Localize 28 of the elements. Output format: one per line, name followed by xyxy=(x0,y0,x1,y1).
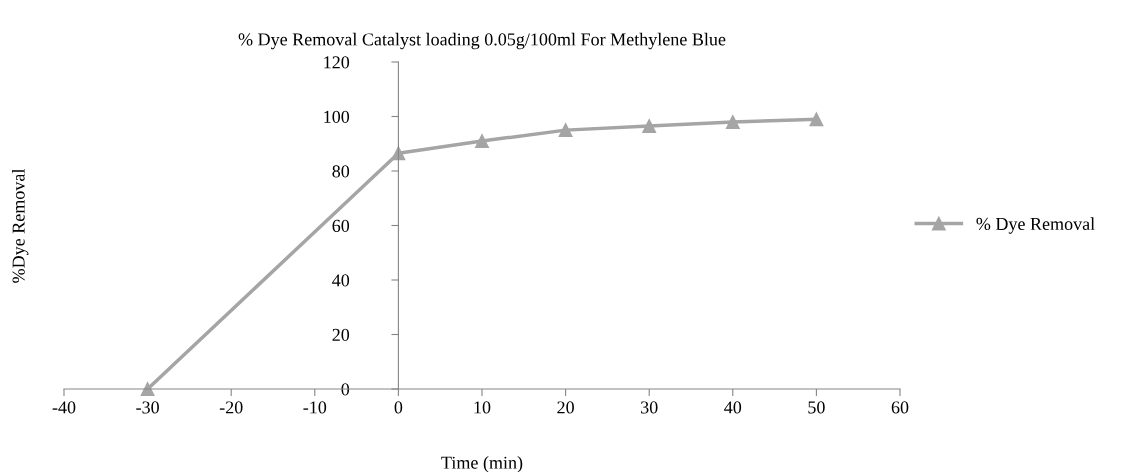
x-tick-label: 10 xyxy=(474,401,491,414)
point xyxy=(475,134,489,148)
y-tick-label: 20 xyxy=(332,328,350,341)
y-tick-label: 100 xyxy=(324,110,350,123)
x-tick-label: 0 xyxy=(394,401,403,414)
y-tick-label: 0 xyxy=(341,383,350,396)
legend-label: % Dye Removal xyxy=(976,217,1095,234)
x-tick-label: 50 xyxy=(808,401,825,414)
y-tick-label: 80 xyxy=(332,165,350,178)
point xyxy=(558,123,573,138)
point xyxy=(809,112,824,127)
x-tick-label: 20 xyxy=(557,401,574,414)
y-tick-label: 60 xyxy=(332,219,350,232)
y-axis-title: %Dye Removal xyxy=(12,168,29,283)
x-axis-title: Time (min) xyxy=(441,456,523,472)
point xyxy=(642,119,657,133)
x-tick-label: -20 xyxy=(219,401,243,414)
point xyxy=(725,115,740,129)
x-tick-label: -40 xyxy=(52,401,76,414)
x-tick-label: 40 xyxy=(724,401,742,414)
x-tick-label: -30 xyxy=(136,401,159,414)
y-tick-label: 120 xyxy=(324,56,350,69)
x-tick-label: -10 xyxy=(303,401,327,414)
chart-title: % Dye Removal Catalyst loading 0.05g/100ml For Methylene Blue xyxy=(238,32,726,50)
point xyxy=(140,382,155,396)
x-tick-label: 30 xyxy=(641,401,658,414)
y-tick-label: 40 xyxy=(332,274,350,287)
x-tick-label: 60 xyxy=(891,401,909,414)
